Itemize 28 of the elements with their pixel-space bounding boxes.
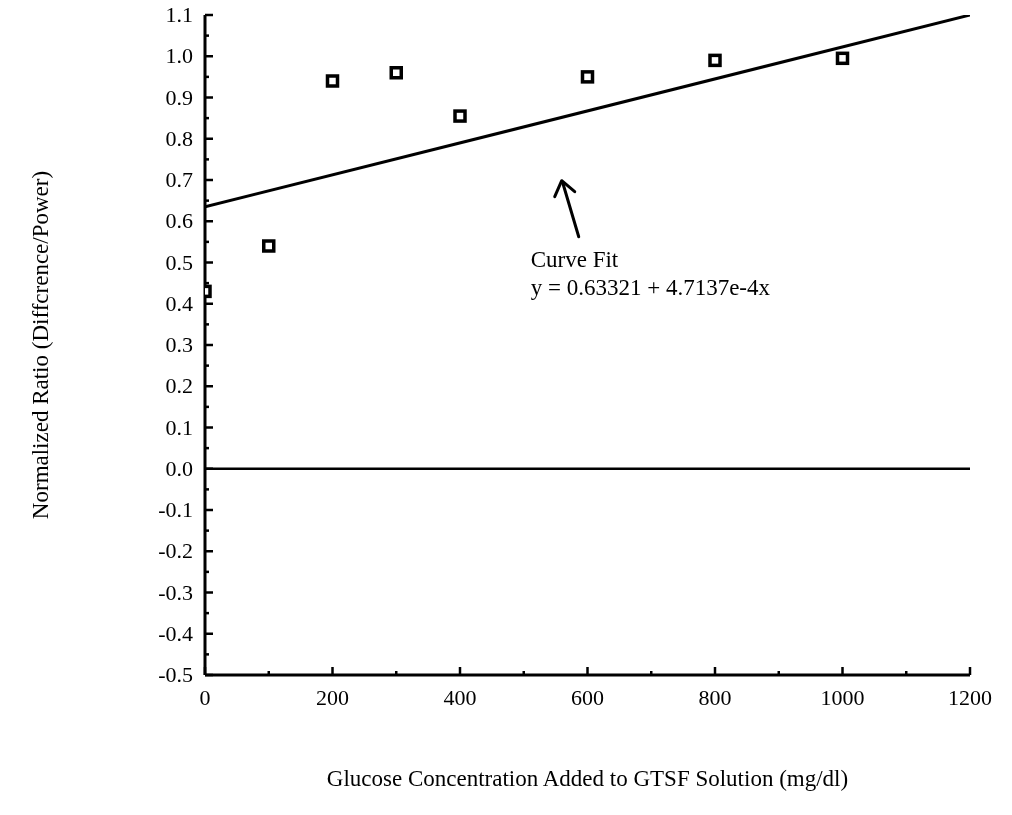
y-tick-label: 1.0 xyxy=(165,43,193,69)
annotation: Curve Fit xyxy=(530,246,619,272)
x-tick-label: 600 xyxy=(571,685,604,710)
y-tick-label: 0.7 xyxy=(165,167,193,192)
y-tick-label: 0.5 xyxy=(165,249,193,275)
y-tick-label: 0.3 xyxy=(165,332,193,357)
x-tick-label: 200 xyxy=(316,685,349,710)
x-tick-label: 400 xyxy=(443,685,477,710)
y-tick-label: 1.1 xyxy=(165,2,193,27)
x-tick-label: 0 xyxy=(199,685,211,710)
y-tick-label: 0.2 xyxy=(165,373,193,399)
x-tick-label: 1000 xyxy=(820,685,865,710)
x-tick-label: 800 xyxy=(698,685,732,710)
y-tick-label: 0.9 xyxy=(165,84,193,110)
y-tick-label: -0.5 xyxy=(158,662,193,687)
y-tick-label: 0.8 xyxy=(165,125,193,151)
y-tick-label: -0.4 xyxy=(158,620,193,646)
x-tick-label: 1200 xyxy=(948,685,992,710)
y-axis-title: Normalized Ratio (Diffcrence/Power) xyxy=(28,170,53,520)
annotation: y = 0.63321 + 4.7137e-4x xyxy=(530,274,771,300)
x-axis-title: Glucose Concentration Added to GTSF Solution (mg/dl) xyxy=(326,766,849,791)
y-tick-label: 0.6 xyxy=(165,208,193,234)
y-tick-label: 0.0 xyxy=(165,455,193,481)
y-tick-label: -0.3 xyxy=(158,579,193,605)
y-tick-label: -0.1 xyxy=(158,497,193,522)
y-tick-label: 0.1 xyxy=(165,414,193,440)
y-tick-label: -0.2 xyxy=(158,538,193,564)
y-tick-label: 0.4 xyxy=(165,290,193,316)
